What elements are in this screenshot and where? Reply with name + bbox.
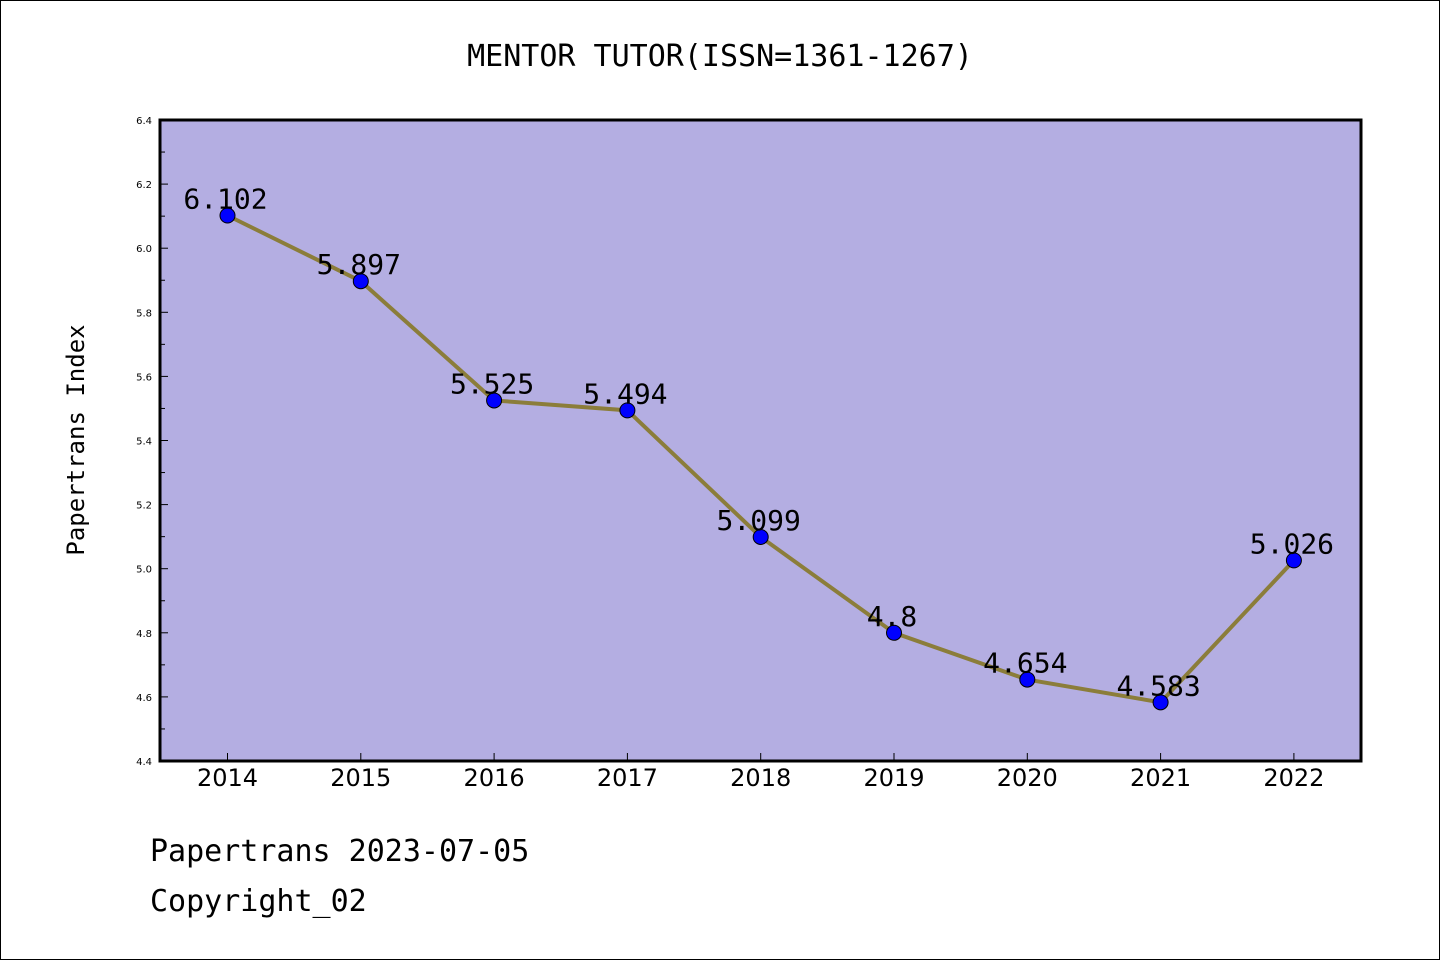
x-tick-label: 2017	[597, 764, 658, 792]
plot-area	[158, 118, 1363, 763]
y-tick-label: 5.6	[136, 372, 152, 383]
data-point	[219, 207, 236, 224]
y-tick-label: 5.8	[136, 308, 152, 319]
footer-source: Papertrans 2023-07-05	[150, 834, 530, 869]
x-tick-label: 2015	[330, 764, 391, 792]
y-tick-label: 6.2	[136, 180, 152, 191]
y-tick-label: 5.4	[136, 437, 152, 448]
data-point	[1285, 552, 1302, 569]
x-tick-label: 2020	[997, 764, 1058, 792]
chart-title: MENTOR TUTOR(ISSN=1361-1267)	[467, 39, 973, 74]
x-axis: 2014 2015 2016 2017 2018 2019 2020 2021 2022	[197, 753, 1324, 792]
data-label: 4.583	[1116, 669, 1200, 702]
data-point	[486, 392, 503, 409]
data-labels: 6.102 5.897 5.525 5.494 5.099 4.8 4.654 4.583 5.…	[183, 183, 1334, 703]
data-label: 5.525	[450, 367, 534, 400]
x-tick-label: 2014	[197, 764, 258, 792]
y-axis: 4.4 4.6 4.8 5.0 5.2 5.4 5.6 5.8 6.0 6.2 6.4	[136, 116, 168, 768]
data-point	[752, 528, 769, 545]
y-tick-label: 4.4	[136, 757, 152, 768]
data-label: 6.102	[183, 183, 267, 216]
data-point	[1152, 694, 1169, 711]
data-label: 5.897	[317, 248, 401, 281]
x-tick-label: 2022	[1263, 764, 1324, 792]
x-tick-label: 2018	[730, 764, 791, 792]
data-label: 5.494	[583, 377, 667, 410]
data-label: 4.8	[867, 600, 918, 633]
data-point	[352, 273, 369, 290]
y-tick-label: 4.6	[136, 693, 152, 704]
data-point	[886, 624, 902, 641]
data-markers	[219, 207, 1302, 711]
data-point	[1019, 671, 1036, 688]
x-tick-label: 2016	[464, 764, 525, 792]
data-point	[619, 402, 636, 419]
data-label: 5.099	[717, 504, 801, 537]
y-tick-label: 5.0	[136, 565, 152, 576]
data-label: 4.654	[983, 647, 1067, 680]
y-tick-label: 4.8	[136, 629, 152, 640]
data-label: 5.026	[1250, 527, 1334, 560]
y-tick-label: 6.0	[136, 244, 152, 255]
x-tick-label: 2019	[863, 764, 924, 792]
y-tick-label: 5.2	[136, 501, 152, 512]
y-axis-label: Papertrans Index	[62, 324, 90, 555]
y-tick-label: 6.4	[136, 116, 152, 127]
x-tick-label: 2021	[1130, 764, 1191, 792]
footer-copyright: Copyright_02	[150, 884, 367, 919]
